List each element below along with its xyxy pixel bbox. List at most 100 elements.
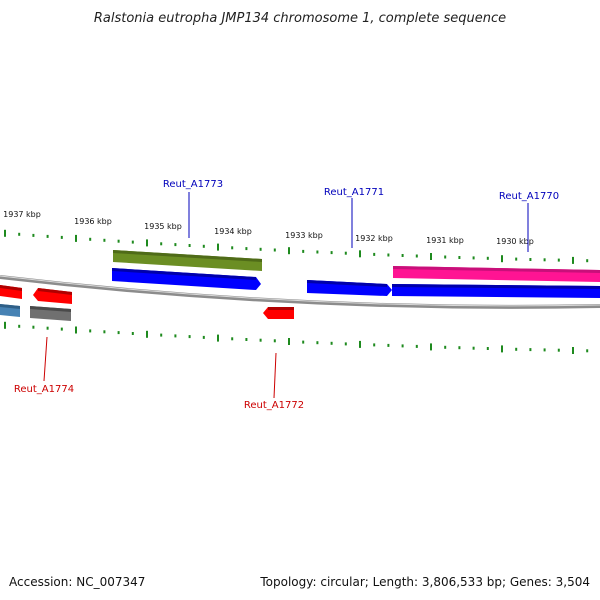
minor-tick: [302, 340, 305, 344]
gene-label-group-reut-a1774[interactable]: Reut_A1774: [14, 336, 74, 395]
scale-label-1931: 1931 kbp: [426, 236, 464, 245]
gene-label-reut-a1774[interactable]: Reut_A1774: [14, 384, 74, 395]
chromosome-backbone: [0, 275, 600, 309]
minor-tick: [60, 327, 63, 331]
minor-tick: [586, 259, 589, 263]
minor-tick: [117, 239, 120, 243]
minor-tick: [131, 240, 134, 244]
gene-feature-reut-a1774-red[interactable]: [33, 288, 72, 304]
minor-tick: [458, 256, 461, 259]
scale-label-1932: 1932 kbp: [355, 234, 393, 243]
minor-tick: [202, 244, 205, 248]
minor-tick: [273, 339, 276, 343]
major-tick: [572, 256, 574, 264]
minor-tick: [529, 348, 532, 352]
minor-tick: [231, 337, 234, 341]
major-tick: [288, 338, 290, 345]
minor-tick: [472, 346, 475, 350]
minor-tick: [273, 248, 276, 252]
topology-text: Topology: circular; Length: 3,806,533 bp…: [259, 575, 590, 589]
major-tick: [288, 247, 290, 255]
gene-feature-reut-a1773-blue[interactable]: [112, 268, 261, 290]
minor-tick: [387, 253, 390, 257]
gene-feature-reut-a1773[interactable]: [113, 250, 262, 271]
minor-tick: [60, 235, 63, 239]
gene-feature-steel-left[interactable]: [0, 304, 20, 317]
minor-tick: [515, 347, 518, 351]
gene-feature-red-left-top[interactable]: [0, 285, 22, 299]
minor-tick: [259, 338, 262, 342]
gene-label-reut-a1773[interactable]: Reut_A1773: [163, 179, 223, 190]
major-tick: [217, 243, 219, 251]
gene-feature-reut-a1774-grey[interactable]: [30, 306, 71, 321]
minor-tick: [458, 346, 461, 350]
major-tick: [75, 234, 77, 242]
minor-tick: [330, 341, 333, 345]
minor-tick: [529, 258, 532, 261]
minor-tick: [18, 232, 21, 236]
major-tick: [501, 345, 503, 353]
gene-feature-reut-a1770[interactable]: [392, 284, 600, 298]
major-tick: [75, 326, 77, 334]
minor-tick: [259, 247, 262, 251]
minor-tick: [103, 330, 106, 334]
minor-tick: [89, 237, 92, 241]
minor-tick: [202, 335, 205, 339]
minor-tick: [486, 347, 489, 350]
minor-tick: [18, 324, 21, 328]
gene-label-group-reut-a1773[interactable]: Reut_A1773: [163, 179, 223, 238]
accession-text: Accession: NC_007347: [9, 575, 145, 589]
gene-label-group-reut-a1772[interactable]: Reut_A1772: [244, 352, 304, 411]
major-tick: [359, 250, 361, 258]
minor-tick: [373, 343, 376, 347]
minor-tick: [188, 244, 191, 247]
scale-label-1936: 1936 kbp: [74, 217, 112, 226]
major-tick: [4, 321, 6, 329]
major-tick: [146, 330, 148, 338]
gene-feature-reut-a1772[interactable]: [263, 307, 294, 319]
major-tick: [359, 340, 361, 348]
minor-tick: [131, 332, 134, 335]
major-tick: [572, 347, 574, 354]
minor-tick: [543, 348, 546, 352]
minor-tick: [32, 233, 35, 237]
gene-label-group-reut-a1770[interactable]: Reut_A1770: [499, 191, 559, 252]
minor-tick: [231, 246, 234, 250]
minor-tick: [586, 349, 589, 353]
scale-labels: 1937 kbp 1936 kbp 1935 kbp 1934 kbp 1933…: [3, 210, 534, 246]
minor-tick: [302, 249, 305, 253]
minor-tick: [117, 331, 120, 335]
minor-tick: [344, 251, 347, 255]
minor-tick: [515, 257, 518, 261]
minor-tick: [415, 254, 418, 258]
gene-label-group-reut-a1771[interactable]: Reut_A1771: [324, 187, 384, 248]
minor-tick: [401, 254, 404, 257]
chromosome-backbone-highlight: [0, 275, 600, 307]
minor-tick: [245, 338, 248, 341]
gene-feature-reut-a1771[interactable]: [307, 280, 392, 296]
gene-label-reut-a1772[interactable]: Reut_A1772: [244, 400, 304, 411]
minor-tick: [344, 342, 347, 346]
minor-tick: [401, 344, 404, 348]
minor-tick: [46, 326, 49, 330]
minor-tick: [174, 334, 177, 338]
minor-tick: [103, 238, 106, 242]
minor-tick: [486, 256, 489, 260]
minor-tick: [316, 250, 319, 254]
minor-tick: [387, 343, 390, 347]
minor-tick: [245, 247, 248, 251]
gene-label-reut-a1771[interactable]: Reut_A1771: [324, 187, 384, 198]
scale-label-1935: 1935 kbp: [144, 222, 182, 231]
scale-label-1933: 1933 kbp: [285, 231, 323, 240]
minor-tick: [444, 345, 447, 349]
minor-tick: [174, 243, 177, 247]
minor-tick: [557, 258, 560, 262]
gene-feature-reut-a1770-pink[interactable]: [393, 266, 600, 282]
minor-tick: [46, 234, 49, 238]
gene-label-reut-a1770[interactable]: Reut_A1770: [499, 191, 559, 202]
major-tick: [217, 334, 219, 342]
major-tick: [501, 255, 503, 263]
minor-tick: [160, 333, 163, 337]
minor-tick: [32, 325, 35, 329]
minor-tick: [557, 348, 560, 352]
